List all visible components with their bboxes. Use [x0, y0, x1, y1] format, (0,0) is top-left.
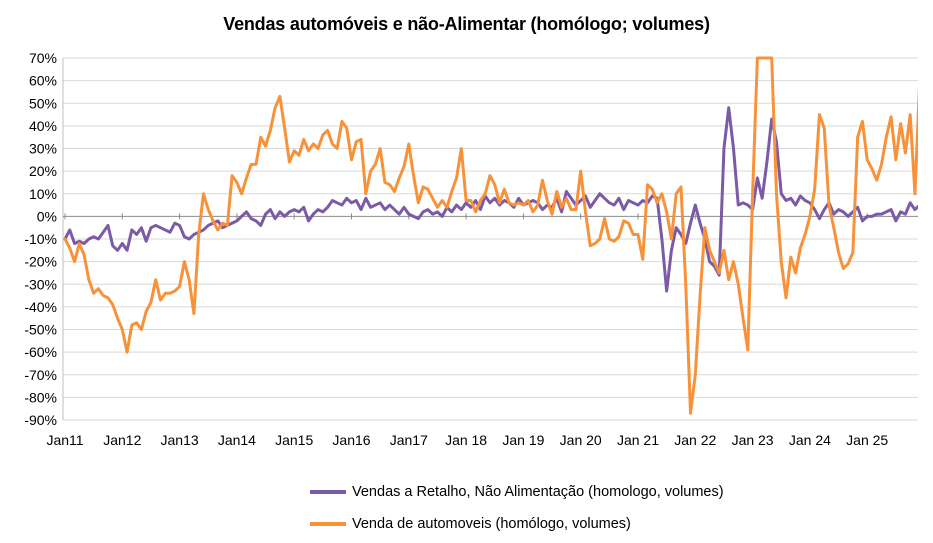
x-tick-label: Jan11: [46, 432, 83, 448]
y-tick-label: 40%: [29, 118, 57, 134]
legend-label: Venda de automoveis (homólogo, volumes): [352, 516, 631, 532]
y-tick-label: -10%: [24, 231, 57, 247]
x-tick-label: Jan16: [332, 432, 370, 448]
y-tick-labels: 70% 60% 50% 40% 30% 20% 10% 0% -10% -20% -30% -40% -…: [24, 50, 57, 428]
x-tick-label: Jan13: [161, 432, 199, 448]
y-tick-label: 10%: [29, 186, 57, 202]
x-tick-label: Jan 18: [445, 432, 487, 448]
y-tick-label: 50%: [29, 95, 57, 111]
y-tick-label: 60%: [29, 73, 57, 89]
legend-swatch-orange: [310, 522, 346, 526]
series-line-car-sales: [63, 56, 918, 415]
x-tick-label: Jan 20: [560, 432, 602, 448]
y-tick-label: -90%: [24, 412, 57, 428]
y-tick-label: 0%: [37, 208, 57, 224]
x-tick-label: Jan 23: [732, 432, 774, 448]
x-tick-label: Jan 25: [846, 432, 888, 448]
x-tick-label: Jan 21: [617, 432, 659, 448]
y-tick-label: -80%: [24, 389, 57, 405]
y-tick-label: -30%: [24, 276, 57, 292]
axes: [62, 58, 918, 420]
y-tick-label: 70%: [29, 50, 57, 66]
y-tick-label: -40%: [24, 299, 57, 315]
grid-lines: [63, 57, 918, 421]
y-tick-label: -20%: [24, 254, 57, 270]
legend-item-non-food-retail: Vendas a Retalho, Não Alimentação (homol…: [310, 484, 724, 500]
chart-title: Vendas automóveis e não-Alimentar (homól…: [223, 14, 710, 34]
series-lines: [63, 56, 918, 415]
legend-item-car-sales: Venda de automoveis (homólogo, volumes): [310, 516, 631, 532]
y-tick-label: -50%: [24, 322, 57, 338]
x-tick-labels: Jan11 Jan12 Jan13 Jan14 Jan15 Jan16 Jan17 Jan 1…: [46, 432, 888, 448]
x-tick-label: Jan 22: [674, 432, 716, 448]
legend-swatch-purple: [310, 490, 346, 494]
y-tick-label: 30%: [29, 141, 57, 157]
x-tick-label: Jan 19: [502, 432, 544, 448]
x-tick-label: Jan17: [390, 432, 428, 448]
x-tick-label: Jan12: [103, 432, 141, 448]
x-tick-label: Jan14: [218, 432, 256, 448]
y-tick-label: -70%: [24, 367, 57, 383]
x-tick-label: Jan 24: [789, 432, 831, 448]
y-tick-label: 20%: [29, 163, 57, 179]
legend-label: Vendas a Retalho, Não Alimentação (homol…: [352, 484, 724, 500]
y-tick-label: -60%: [24, 344, 57, 360]
x-tick-label: Jan15: [275, 432, 313, 448]
